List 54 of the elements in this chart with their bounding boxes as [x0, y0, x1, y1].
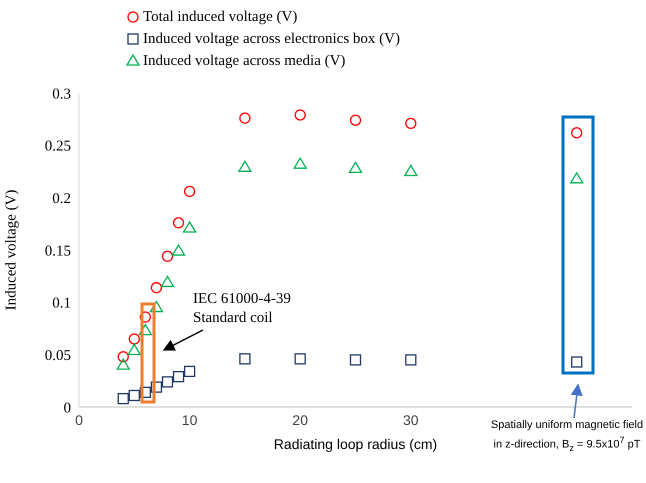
point	[128, 344, 141, 356]
y-tick-label: 0.25	[44, 138, 71, 155]
point	[348, 162, 362, 174]
y-tick-label: 0.15	[44, 243, 71, 260]
legend-label: Total induced voltage (V)	[143, 8, 298, 26]
point	[140, 311, 152, 323]
point	[294, 353, 306, 365]
y-tick-label: 0.1	[52, 296, 71, 312]
point	[182, 221, 196, 233]
y-tick-label: 0.2	[52, 190, 71, 207]
x-tick-label: 10	[182, 412, 198, 428]
point	[150, 381, 162, 393]
point	[162, 376, 174, 388]
point	[150, 282, 162, 294]
point	[350, 354, 362, 366]
point	[162, 250, 174, 262]
point	[405, 118, 416, 130]
point	[238, 160, 252, 172]
y-tick-label: 0.05	[44, 348, 71, 364]
legend-label: Induced voltage across electronics box (V)	[143, 30, 400, 48]
y-tick-label: 0.3	[52, 86, 71, 102]
point	[172, 370, 184, 382]
point	[239, 353, 251, 365]
point	[239, 112, 251, 124]
point	[404, 164, 418, 176]
point	[118, 392, 129, 404]
point	[405, 354, 416, 366]
text: Spatially uniform magnetic field in z-direction, B$_{z}$ = 9.5x10$^{7}$ pT	[490, 418, 644, 455]
point	[350, 114, 362, 126]
x-tick-label: 20	[292, 412, 308, 428]
y-tick-label: 0	[64, 400, 71, 416]
legend-label: Induced voltage across media (V)	[143, 52, 346, 70]
point	[172, 217, 184, 228]
point	[160, 276, 174, 288]
x-tick-label: 0	[75, 412, 84, 428]
point	[571, 127, 582, 138]
point	[184, 366, 196, 378]
x-axis-title: Radiating loop radius (cm)	[274, 436, 438, 452]
point	[138, 324, 152, 336]
point	[150, 300, 164, 312]
point	[128, 390, 140, 402]
point	[571, 356, 582, 368]
point	[570, 172, 584, 184]
point	[118, 351, 129, 362]
point	[128, 333, 140, 345]
point	[184, 186, 196, 198]
point	[140, 386, 152, 398]
y-axis-title: Induced voltage (V)	[3, 190, 20, 310]
point	[294, 109, 306, 121]
annotation: IEC 61000-4-39 Standard coil	[193, 290, 292, 328]
point	[172, 244, 186, 256]
x-tick-label: 30	[403, 412, 419, 428]
point	[294, 158, 307, 169]
point	[116, 358, 130, 370]
